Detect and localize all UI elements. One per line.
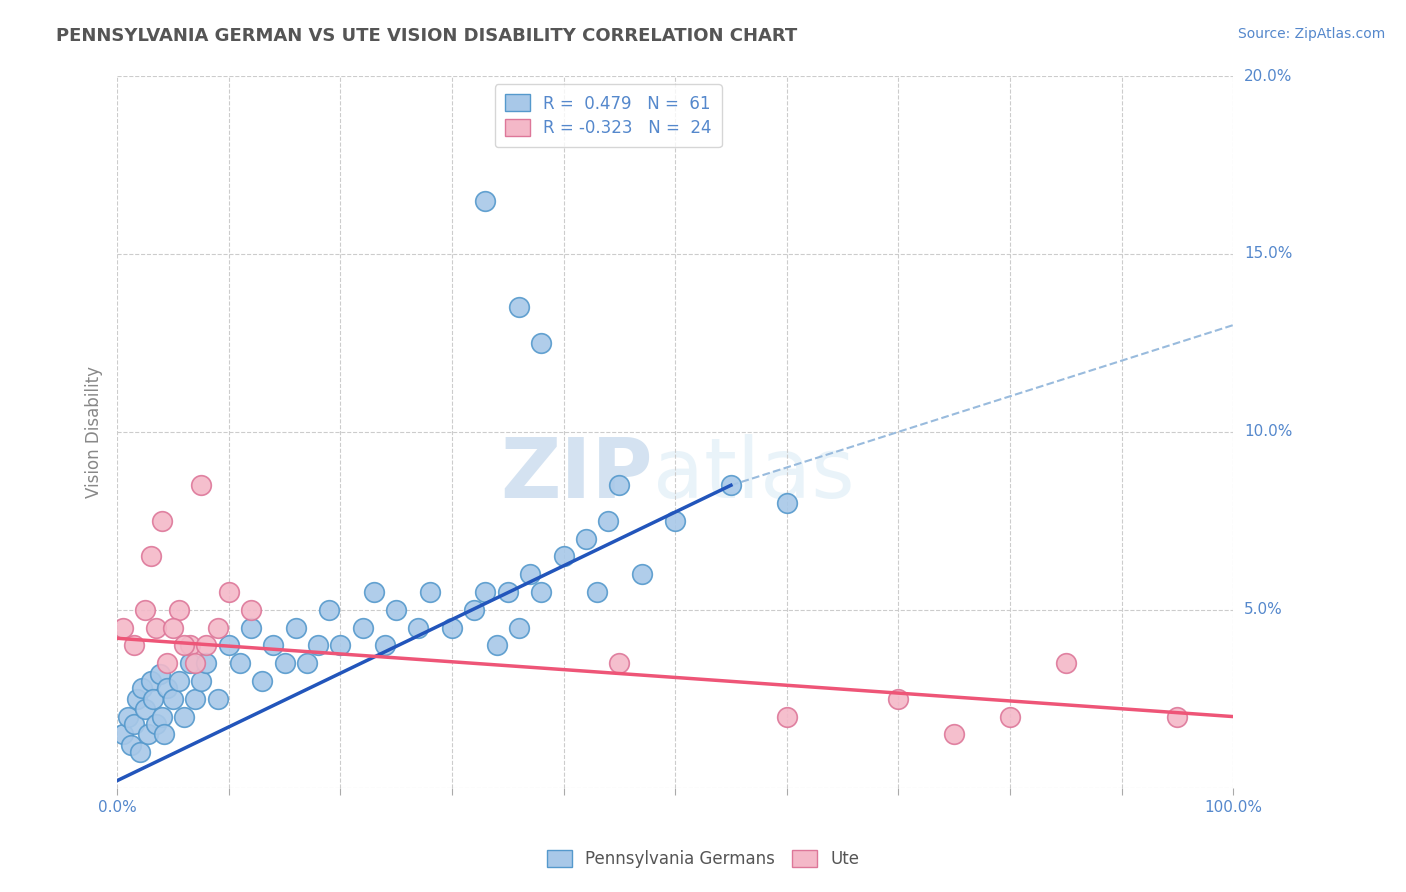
Point	[218, 639, 240, 653]
Point	[530, 335, 553, 350]
Point	[111, 727, 134, 741]
Point	[508, 301, 530, 315]
Point	[720, 478, 742, 492]
Point	[207, 691, 229, 706]
Point	[273, 656, 295, 670]
Point	[776, 496, 799, 510]
Point	[1054, 656, 1077, 670]
Point	[173, 709, 195, 723]
Point	[190, 478, 212, 492]
Point	[229, 656, 252, 670]
Point	[262, 639, 284, 653]
Text: 10.0%: 10.0%	[1244, 425, 1292, 440]
Point	[240, 603, 263, 617]
Text: 5.0%: 5.0%	[1244, 602, 1282, 617]
Point	[195, 639, 218, 653]
Point	[664, 514, 686, 528]
Point	[463, 603, 485, 617]
Point	[153, 727, 176, 741]
Point	[167, 603, 190, 617]
Point	[352, 621, 374, 635]
Point	[207, 621, 229, 635]
Point	[408, 621, 430, 635]
Point	[111, 621, 134, 635]
Point	[122, 716, 145, 731]
Legend: Pennsylvania Germans, Ute: Pennsylvania Germans, Ute	[540, 843, 866, 875]
Point	[776, 709, 799, 723]
Text: Source: ZipAtlas.com: Source: ZipAtlas.com	[1237, 27, 1385, 41]
Point	[586, 585, 609, 599]
Point	[138, 727, 160, 741]
Point	[609, 478, 631, 492]
Point	[162, 691, 184, 706]
Text: 15.0%: 15.0%	[1244, 246, 1292, 261]
Point	[139, 673, 162, 688]
Point	[474, 194, 496, 208]
Point	[145, 716, 167, 731]
Point	[179, 639, 201, 653]
Point	[295, 656, 318, 670]
Point	[134, 603, 156, 617]
Point	[519, 567, 541, 582]
Point	[240, 621, 263, 635]
Point	[598, 514, 620, 528]
Point	[184, 691, 207, 706]
Point	[474, 585, 496, 599]
Point	[134, 702, 156, 716]
Point	[363, 585, 385, 599]
Point	[575, 532, 598, 546]
Point	[149, 666, 172, 681]
Point	[142, 691, 165, 706]
Text: atlas: atlas	[652, 434, 855, 515]
Point	[179, 656, 201, 670]
Point	[329, 639, 352, 653]
Text: 20.0%: 20.0%	[1244, 69, 1292, 84]
Point	[440, 621, 463, 635]
Point	[156, 681, 179, 695]
Point	[284, 621, 307, 635]
Y-axis label: Vision Disability: Vision Disability	[86, 366, 103, 498]
Point	[485, 639, 508, 653]
Point	[998, 709, 1021, 723]
Point	[128, 745, 150, 759]
Point	[318, 603, 340, 617]
Point	[1166, 709, 1188, 723]
Point	[496, 585, 519, 599]
Point	[150, 709, 173, 723]
Point	[122, 639, 145, 653]
Point	[117, 709, 139, 723]
Point	[162, 621, 184, 635]
Point	[419, 585, 441, 599]
Point	[609, 656, 631, 670]
Point	[139, 549, 162, 564]
Point	[167, 673, 190, 688]
Point	[173, 639, 195, 653]
Point	[307, 639, 329, 653]
Point	[156, 656, 179, 670]
Point	[553, 549, 575, 564]
Point	[374, 639, 396, 653]
Point	[218, 585, 240, 599]
Point	[887, 691, 910, 706]
Point	[145, 621, 167, 635]
Point	[131, 681, 153, 695]
Text: ZIP: ZIP	[501, 434, 652, 515]
Point	[530, 585, 553, 599]
Legend: R =  0.479   N =  61, R = -0.323   N =  24: R = 0.479 N = 61, R = -0.323 N = 24	[495, 85, 721, 147]
Point	[127, 691, 149, 706]
Point	[385, 603, 408, 617]
Point	[150, 514, 173, 528]
Point	[184, 656, 207, 670]
Point	[120, 738, 142, 752]
Point	[943, 727, 966, 741]
Point	[195, 656, 218, 670]
Point	[190, 673, 212, 688]
Point	[252, 673, 274, 688]
Point	[508, 621, 530, 635]
Point	[630, 567, 652, 582]
Text: PENNSYLVANIA GERMAN VS UTE VISION DISABILITY CORRELATION CHART: PENNSYLVANIA GERMAN VS UTE VISION DISABI…	[56, 27, 797, 45]
